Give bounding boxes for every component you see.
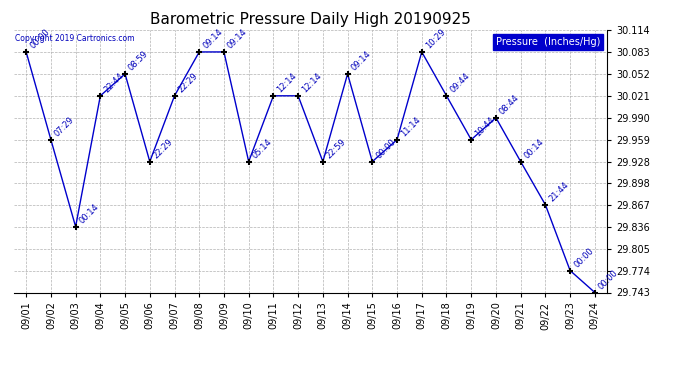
Text: 00:00: 00:00 <box>572 246 595 270</box>
Text: 22:29: 22:29 <box>177 72 199 95</box>
Text: 10:29: 10:29 <box>424 28 447 51</box>
Text: 22:44: 22:44 <box>102 72 126 95</box>
Text: 08:44: 08:44 <box>498 93 521 117</box>
Text: 05:14: 05:14 <box>250 137 274 160</box>
Text: 09:14: 09:14 <box>350 50 373 73</box>
Text: 11:14: 11:14 <box>399 116 422 139</box>
Text: 00:14: 00:14 <box>77 202 101 226</box>
Text: 09:14: 09:14 <box>201 28 224 51</box>
Text: Copyright 2019 Cartronics.com: Copyright 2019 Cartronics.com <box>15 34 135 43</box>
Text: 12:14: 12:14 <box>275 72 299 95</box>
Text: 07:29: 07:29 <box>53 116 76 139</box>
Text: 09:14: 09:14 <box>226 28 249 51</box>
Text: 12:14: 12:14 <box>300 72 324 95</box>
Title: Barometric Pressure Daily High 20190925: Barometric Pressure Daily High 20190925 <box>150 12 471 27</box>
Text: 00:00: 00:00 <box>374 137 397 160</box>
Text: 09:44: 09:44 <box>448 72 472 95</box>
Text: 08:59: 08:59 <box>127 50 150 73</box>
Text: 00:00: 00:00 <box>28 28 51 51</box>
Text: 10:44: 10:44 <box>473 116 496 139</box>
Text: 21:44: 21:44 <box>547 180 571 204</box>
Text: 22:59: 22:59 <box>325 137 348 160</box>
Text: 00:00: 00:00 <box>597 268 620 291</box>
Text: 00:14: 00:14 <box>522 137 546 160</box>
Text: 22:29: 22:29 <box>152 137 175 160</box>
